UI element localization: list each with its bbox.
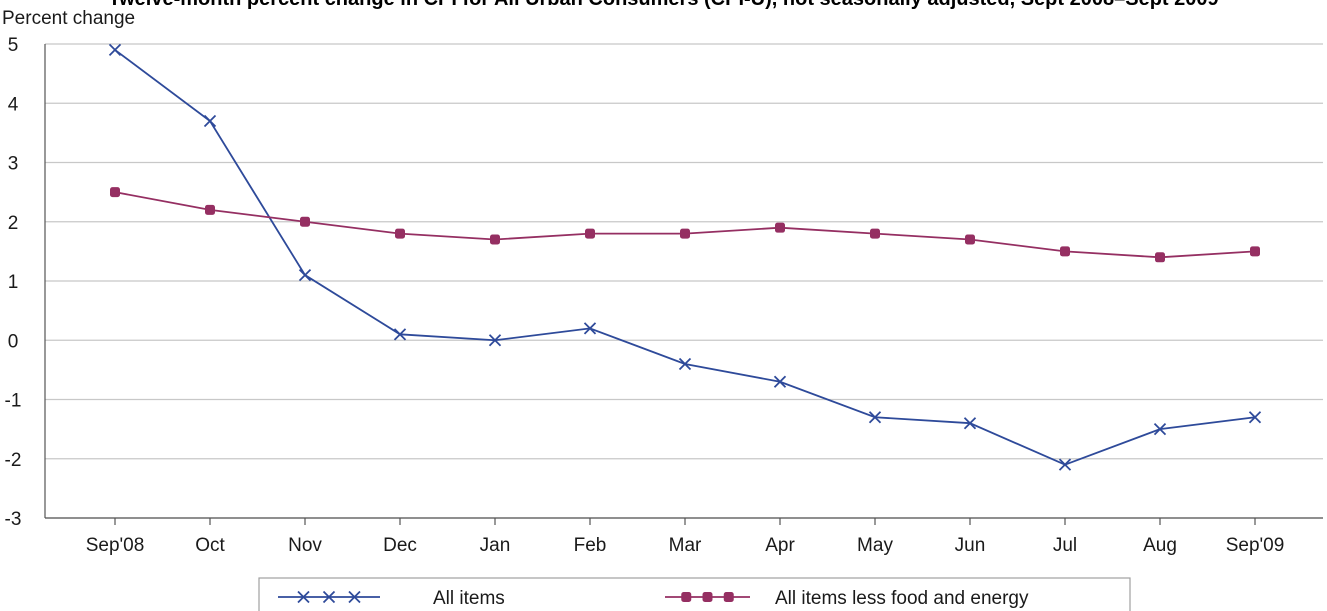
data-point bbox=[678, 357, 692, 371]
series-line bbox=[114, 191, 1256, 259]
data-point bbox=[870, 228, 880, 239]
legend-label: All items bbox=[433, 588, 505, 609]
y-tick-label: -1 bbox=[5, 391, 22, 412]
x-tick-label: Apr bbox=[765, 535, 795, 556]
legend: All items All items less food and energy bbox=[258, 577, 1131, 611]
y-tick-label: 5 bbox=[8, 35, 19, 56]
x-tick-label: May bbox=[857, 535, 893, 556]
data-point bbox=[1250, 246, 1260, 257]
series-group bbox=[108, 43, 1262, 471]
x-tick-label: Mar bbox=[669, 535, 702, 556]
data-point bbox=[298, 268, 312, 282]
x-tick-label: Sep'09 bbox=[1226, 535, 1285, 556]
legend-item: All items bbox=[278, 588, 505, 609]
legend-box bbox=[258, 577, 1131, 611]
axes: 5 4 3 2 1 0 -1 -2 -3 Sep'08 Oct Nov Dec Jan Feb Mar Apr M… bbox=[5, 35, 1323, 556]
gridlines bbox=[45, 43, 1323, 519]
data-point bbox=[775, 222, 785, 233]
data-point bbox=[1060, 246, 1070, 257]
y-tick-label: -2 bbox=[5, 450, 22, 471]
x-tick-label: Jul bbox=[1053, 535, 1077, 556]
x-tick-label: Nov bbox=[288, 535, 322, 556]
data-point bbox=[965, 234, 975, 245]
series-2 bbox=[110, 187, 1260, 263]
data-point bbox=[300, 216, 310, 227]
data-point bbox=[1058, 458, 1072, 471]
x-tick-label: Feb bbox=[574, 535, 607, 556]
legend-item: All items less food and energy bbox=[665, 588, 1029, 609]
data-point bbox=[963, 417, 977, 430]
y-tick-label: 3 bbox=[8, 154, 19, 175]
data-point bbox=[585, 228, 595, 239]
y-axis-title: Percent change bbox=[2, 8, 135, 29]
x-tick-label: Aug bbox=[1143, 535, 1177, 556]
y-tick-label: 4 bbox=[8, 94, 19, 115]
data-point bbox=[583, 322, 597, 335]
data-point bbox=[1248, 411, 1262, 424]
data-point bbox=[203, 114, 217, 128]
legend-label: All items less food and energy bbox=[775, 588, 1029, 609]
data-point bbox=[393, 328, 407, 341]
data-point bbox=[868, 411, 882, 424]
data-point bbox=[773, 375, 787, 388]
y-tick-label: -3 bbox=[5, 509, 22, 530]
data-point bbox=[110, 187, 120, 198]
x-tick-label: Oct bbox=[195, 535, 225, 556]
data-point bbox=[488, 334, 502, 347]
x-tick-label: Jun bbox=[955, 535, 986, 556]
data-point bbox=[395, 228, 405, 239]
series-1 bbox=[108, 43, 1262, 471]
y-tick-label: 1 bbox=[8, 272, 19, 293]
data-point bbox=[1155, 252, 1165, 263]
series-line bbox=[114, 49, 1256, 466]
chart-title: Twelve-month percent change in CPI for A… bbox=[0, 0, 1327, 11]
x-tick-label: Jan bbox=[480, 535, 511, 556]
data-point bbox=[680, 228, 690, 239]
y-tick-label: 2 bbox=[8, 213, 19, 234]
x-tick-label: Dec bbox=[383, 535, 417, 556]
data-point bbox=[490, 234, 500, 245]
y-tick-label: 0 bbox=[8, 331, 19, 352]
x-tick-label: Sep'08 bbox=[86, 535, 145, 556]
data-point bbox=[205, 204, 215, 215]
data-point bbox=[108, 43, 122, 57]
data-point bbox=[1153, 422, 1167, 436]
